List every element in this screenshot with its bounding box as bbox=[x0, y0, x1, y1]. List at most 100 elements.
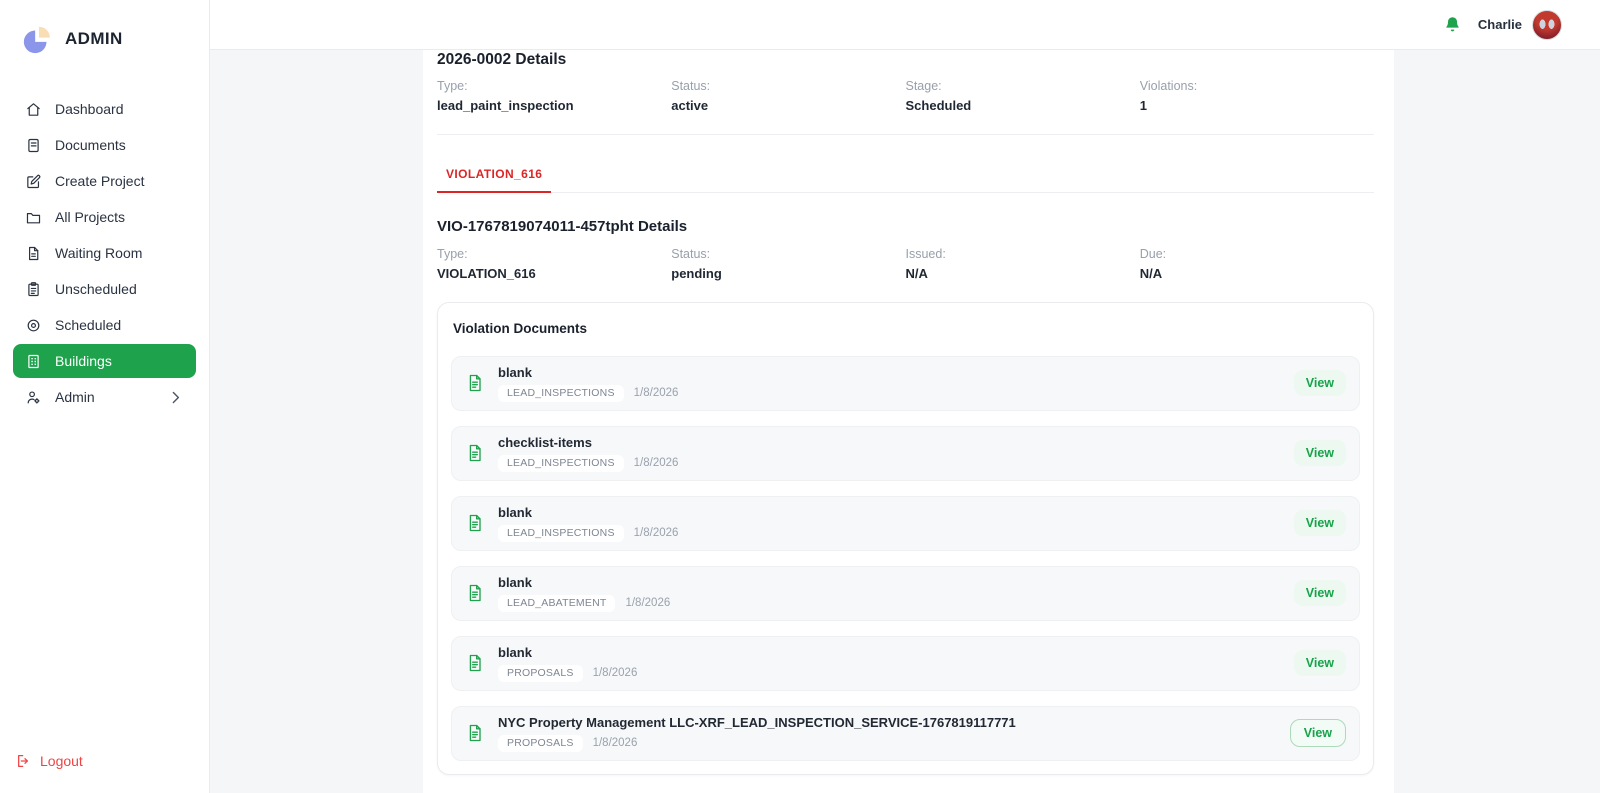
logout-button[interactable]: Logout bbox=[0, 753, 209, 769]
sidebar-item-label: Dashboard bbox=[55, 101, 124, 117]
sidebar-item-label: All Projects bbox=[55, 209, 126, 225]
project-fields: Type: lead_paint_inspection Status: acti… bbox=[437, 79, 1374, 113]
document-info: NYC Property Management LLC-XRF_LEAD_INS… bbox=[498, 715, 1016, 752]
document-row[interactable]: blank LEAD_ABATEMENT 1/8/2026 View bbox=[451, 565, 1360, 621]
document-icon bbox=[469, 654, 481, 672]
section-divider bbox=[437, 134, 1374, 135]
view-button[interactable]: View bbox=[1293, 370, 1346, 396]
document-name: blank bbox=[498, 574, 532, 590]
document-name: blank bbox=[498, 504, 532, 520]
document-info: blank LEAD_INSPECTIONS 1/8/2026 bbox=[498, 365, 678, 402]
view-button[interactable]: View bbox=[1293, 440, 1346, 466]
document-icon bbox=[469, 514, 481, 532]
file-icon bbox=[29, 246, 39, 260]
sidebar-item-label: Unscheduled bbox=[55, 281, 137, 297]
field-type: Type: VIOLATION_616 bbox=[437, 247, 671, 281]
sidebar-item-scheduled[interactable]: Scheduled bbox=[13, 308, 196, 342]
topbar: Charlie bbox=[210, 0, 1600, 50]
field-label: Type: bbox=[437, 79, 468, 93]
document-category-badge: PROPOSALS bbox=[498, 664, 583, 682]
field-value: Scheduled bbox=[905, 98, 972, 113]
document-category-badge: PROPOSALS bbox=[498, 734, 583, 752]
document-date: 1/8/2026 bbox=[592, 667, 638, 679]
sidebar-item-dashboard[interactable]: Dashboard bbox=[13, 92, 196, 126]
document-row[interactable]: NYC Property Management LLC-XRF_LEAD_INS… bbox=[451, 705, 1360, 761]
document-icon bbox=[469, 584, 481, 602]
field-violations: Violations: 1 bbox=[1140, 79, 1374, 113]
document-name: checklist-items bbox=[498, 434, 592, 450]
sidebar-item-label: Create Project bbox=[55, 173, 145, 189]
sidebar-nav: Dashboard Documents Create Project All P… bbox=[0, 92, 209, 414]
sidebar-item-unscheduled[interactable]: Unscheduled bbox=[13, 272, 196, 306]
field-issued: Issued: N/A bbox=[906, 247, 1140, 281]
document-date: 1/8/2026 bbox=[633, 387, 679, 399]
view-button[interactable]: View bbox=[1289, 719, 1346, 747]
user-avatar[interactable] bbox=[1532, 9, 1562, 40]
view-button[interactable]: View bbox=[1293, 580, 1346, 606]
view-button[interactable]: View bbox=[1293, 650, 1346, 676]
document-category-badge: LEAD_INSPECTIONS bbox=[498, 454, 624, 472]
view-button[interactable]: View bbox=[1293, 510, 1346, 536]
sidebar-item-all-projects[interactable]: All Projects bbox=[13, 200, 196, 234]
sidebar-item-buildings[interactable]: Buildings bbox=[13, 344, 196, 378]
notification-bell-icon[interactable] bbox=[1443, 15, 1462, 34]
field-value: VIOLATION_616 bbox=[437, 265, 536, 281]
document-info: blank LEAD_ABATEMENT 1/8/2026 bbox=[498, 575, 670, 612]
sidebar-item-label: Waiting Room bbox=[55, 245, 143, 261]
field-label: Violations: bbox=[1139, 79, 1198, 93]
document-date: 1/8/2026 bbox=[633, 527, 679, 539]
document-name: NYC Property Management LLC-XRF_LEAD_INS… bbox=[498, 714, 1016, 730]
sidebar-item-documents[interactable]: Documents bbox=[13, 128, 196, 162]
home-icon bbox=[27, 102, 40, 116]
document-date: 1/8/2026 bbox=[592, 737, 638, 749]
sidebar-item-label: Documents bbox=[55, 137, 126, 153]
chevron-right-icon bbox=[172, 391, 180, 403]
document-category-badge: LEAD_INSPECTIONS bbox=[498, 384, 624, 402]
document-category-badge: LEAD_INSPECTIONS bbox=[498, 524, 624, 542]
document-row[interactable]: blank LEAD_INSPECTIONS 1/8/2026 View bbox=[451, 355, 1360, 411]
logout-label: Logout bbox=[40, 753, 83, 769]
document-row[interactable]: blank LEAD_INSPECTIONS 1/8/2026 View bbox=[451, 495, 1360, 551]
document-name: blank bbox=[498, 364, 532, 380]
field-label: Type: bbox=[437, 246, 468, 261]
document-info: blank PROPOSALS 1/8/2026 bbox=[498, 645, 637, 682]
field-value: N/A bbox=[1139, 265, 1163, 281]
sidebar-item-create-project[interactable]: Create Project bbox=[13, 164, 196, 198]
field-stage: Stage: Scheduled bbox=[906, 79, 1140, 113]
building-icon bbox=[28, 354, 39, 368]
sidebar-item-label: Buildings bbox=[55, 353, 112, 369]
document-date: 1/8/2026 bbox=[625, 597, 671, 609]
document-icon bbox=[469, 374, 481, 392]
project-details-title: 2026-0002 Details bbox=[437, 51, 567, 68]
document-icon bbox=[469, 444, 481, 462]
field-value: lead_paint_inspection bbox=[437, 98, 574, 113]
edit-square-icon bbox=[27, 174, 41, 188]
card-title: Violation Documents bbox=[453, 320, 588, 336]
violation-fields: Type: VIOLATION_616 Status: pending Issu… bbox=[437, 247, 1374, 281]
user-gear-icon bbox=[27, 390, 40, 404]
document-info: blank LEAD_INSPECTIONS 1/8/2026 bbox=[498, 505, 678, 542]
field-label: Due: bbox=[1139, 246, 1167, 261]
field-type: Type: lead_paint_inspection bbox=[437, 79, 671, 113]
sidebar-item-label: Admin bbox=[55, 389, 95, 405]
document-icon bbox=[469, 724, 481, 742]
violation-details-title: VIO-1767819074011-457tpht Details bbox=[437, 217, 688, 235]
document-row[interactable]: checklist-items LEAD_INSPECTIONS 1/8/202… bbox=[451, 425, 1360, 481]
pie-logo-icon bbox=[23, 26, 50, 54]
brand-name: ADMIN bbox=[65, 29, 123, 48]
brand-logo: ADMIN bbox=[0, 0, 209, 56]
document-category-badge: LEAD_ABATEMENT bbox=[498, 594, 616, 612]
violation-tabs: VIOLATION_616 bbox=[437, 159, 1374, 193]
tab-violation-616[interactable]: VIOLATION_616 bbox=[437, 159, 552, 193]
clipboard-icon bbox=[28, 281, 39, 296]
sidebar-item-waiting-room[interactable]: Waiting Room bbox=[13, 236, 196, 270]
field-status: Status: active bbox=[671, 79, 905, 113]
sidebar-item-admin[interactable]: Admin bbox=[13, 380, 196, 414]
user-menu: Charlie bbox=[1478, 9, 1562, 40]
document-row[interactable]: blank PROPOSALS 1/8/2026 View bbox=[451, 635, 1360, 691]
field-status: Status: pending bbox=[671, 247, 905, 281]
field-label: Status: bbox=[671, 246, 711, 261]
sidebar-item-label: Scheduled bbox=[55, 317, 122, 333]
sidebar: ADMIN Dashboard Documents Create Project… bbox=[0, 0, 210, 793]
field-value: 1 bbox=[1139, 98, 1147, 113]
